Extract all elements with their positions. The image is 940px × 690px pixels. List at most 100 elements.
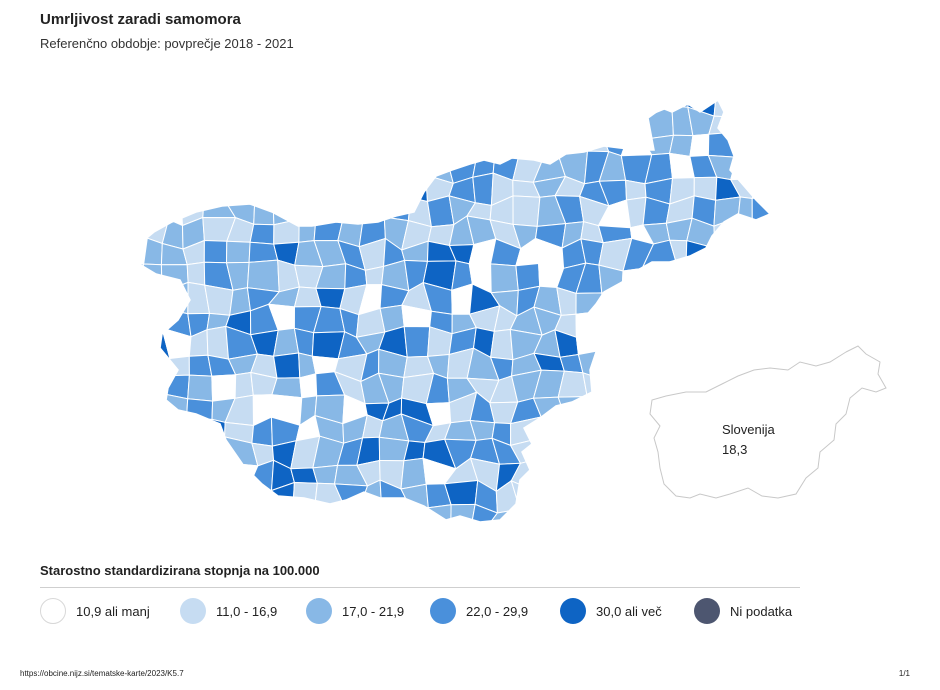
municipality-area-301: [601, 292, 624, 312]
municipality-area-50: [533, 111, 563, 140]
municipality-area-245: [729, 241, 762, 272]
municipality-area-519: [621, 440, 654, 461]
municipality-area-405: [158, 374, 190, 400]
municipality-area-3: [189, 100, 214, 116]
municipality-area-165: [341, 195, 365, 220]
footer-url[interactable]: https://obcine.nijz.si/tematske-karte/20…: [20, 669, 184, 678]
municipality-area-616: [709, 502, 741, 522]
municipality-area-540: [400, 457, 427, 490]
municipality-area-627: [270, 524, 301, 550]
municipality-area-466: [143, 414, 167, 445]
municipality-area-2: [162, 100, 193, 116]
municipality-area-596: [267, 504, 302, 522]
municipality-area-515: [537, 436, 567, 462]
choropleth-map: Slovenija 18,3: [131, 98, 887, 555]
municipality-area-273: [675, 259, 694, 295]
municipality-area-76: [430, 127, 448, 155]
municipality-area-434: [132, 394, 147, 421]
municipality-area-465: [132, 414, 146, 445]
municipality-area-573: [443, 479, 479, 506]
municipality-area-61: [777, 113, 804, 133]
map-subtitle: Referenčno obdobje: povprečje 2018 - 202…: [40, 36, 294, 51]
municipality-area-82: [557, 127, 589, 156]
municipality-area-130: [253, 181, 276, 202]
municipality-area-639: [541, 531, 562, 553]
municipality-area-527: [132, 466, 149, 489]
municipality-area-90: [736, 130, 757, 158]
municipality-area-78: [473, 129, 500, 155]
municipality-area-484: [540, 415, 567, 443]
municipality-area-370: [756, 327, 770, 358]
municipality-area-333: [622, 304, 650, 335]
municipality-area-126: [157, 177, 183, 201]
municipality-area-123: [777, 160, 805, 181]
legend-swatch-class-5: [560, 598, 586, 624]
municipality-area-53: [599, 116, 628, 140]
municipality-area-124: [132, 175, 144, 204]
municipality-area-21: [580, 100, 607, 118]
legend-item-class-4: 22,0 - 29,9: [430, 596, 528, 626]
municipality-area-467: [160, 416, 188, 445]
municipality-area-546: [534, 458, 559, 492]
footer-page-number: 1/1: [898, 669, 910, 678]
municipality-area-35: [208, 106, 231, 134]
legend-label-class-3: 17,0 - 21,9: [342, 603, 405, 619]
municipality-area-488: [621, 413, 654, 449]
municipality-area-136: [377, 179, 412, 204]
municipality-area-615: [686, 507, 714, 522]
municipality-area-125: [137, 175, 165, 204]
municipality-area-532: [225, 462, 259, 492]
municipality-area-104: [360, 157, 387, 185]
municipality-area-12: [377, 100, 408, 110]
municipality-area-68: [247, 131, 271, 161]
municipality-area-218: [143, 237, 163, 266]
legend-label-class-4: 22,0 - 29,9: [466, 603, 529, 619]
municipality-area-517: [578, 436, 605, 464]
municipality-area-636: [471, 525, 496, 553]
municipality-area-369: [734, 326, 764, 358]
municipality-area-140: [472, 172, 494, 206]
municipality-area-19: [534, 100, 563, 117]
municipality-area-70: [293, 127, 323, 159]
municipality-area-634: [427, 525, 455, 551]
municipality-area-408: [234, 371, 254, 399]
municipality-area-435: [144, 392, 167, 418]
municipality-area-222: [225, 240, 251, 264]
municipality-area-619: [781, 507, 805, 533]
municipality-area-407: [211, 374, 237, 402]
municipality-area-16: [466, 100, 497, 118]
municipality-area-379: [273, 352, 301, 379]
municipality-area-336: [690, 311, 720, 338]
municipality-area-498: [159, 439, 189, 471]
municipality-area-485: [564, 414, 584, 444]
municipality-area-42: [356, 107, 390, 137]
municipality-area-163: [290, 198, 317, 227]
municipality-area-331: [575, 310, 605, 338]
municipality-area-528: [140, 458, 163, 483]
municipality-area-641: [586, 525, 610, 555]
municipality-area-307: [731, 282, 759, 317]
municipality-area-45: [427, 106, 449, 138]
municipality-area-92: [779, 131, 805, 161]
municipality-area-372: [132, 348, 141, 378]
municipality-area-457: [626, 393, 644, 425]
municipality-area-59: [734, 116, 759, 138]
municipality-area-81: [532, 129, 562, 159]
municipality-area-487: [601, 414, 630, 449]
municipality-area-403: [132, 373, 147, 403]
municipality-area-600: [360, 503, 383, 522]
municipality-area-571: [400, 483, 429, 509]
municipality-area-345: [206, 325, 230, 360]
municipality-area-580: [602, 481, 633, 506]
municipality-area-305: [692, 291, 713, 317]
municipality-area-311: [138, 307, 169, 333]
municipality-area-280: [137, 285, 169, 311]
municipality-area-101: [298, 151, 322, 184]
municipality-area-100: [268, 151, 302, 184]
inset-country-name: Slovenija: [722, 422, 776, 437]
municipality-area-518: [602, 436, 625, 464]
slovenia-inset: Slovenija 18,3: [649, 345, 887, 499]
municipality-area-302: [621, 287, 649, 310]
municipality-area-547: [556, 460, 580, 487]
municipality-area-63: [145, 132, 165, 156]
